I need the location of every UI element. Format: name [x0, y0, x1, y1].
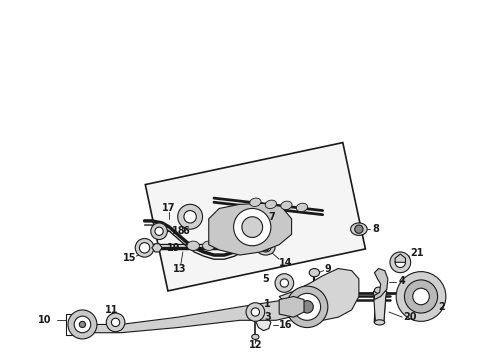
Polygon shape	[373, 291, 387, 323]
Text: 7: 7	[269, 212, 275, 222]
Circle shape	[246, 303, 265, 321]
Ellipse shape	[250, 198, 261, 207]
Text: 13: 13	[172, 264, 186, 274]
Circle shape	[280, 279, 289, 287]
Text: 18: 18	[172, 226, 185, 236]
Circle shape	[79, 321, 86, 328]
Text: 17: 17	[162, 203, 176, 213]
Circle shape	[106, 313, 125, 332]
Circle shape	[151, 223, 168, 239]
Polygon shape	[152, 244, 162, 252]
Circle shape	[263, 245, 269, 251]
Ellipse shape	[374, 320, 385, 325]
Polygon shape	[395, 254, 406, 262]
Text: 6: 6	[183, 226, 190, 236]
Circle shape	[390, 252, 411, 273]
Polygon shape	[76, 300, 297, 333]
Circle shape	[178, 204, 202, 229]
Polygon shape	[209, 203, 292, 255]
Circle shape	[413, 288, 429, 305]
Text: 3: 3	[264, 312, 271, 322]
Polygon shape	[374, 269, 388, 300]
Circle shape	[68, 310, 97, 339]
Ellipse shape	[296, 203, 308, 212]
Ellipse shape	[234, 241, 246, 251]
Ellipse shape	[252, 334, 259, 339]
Text: 9: 9	[325, 264, 331, 274]
Circle shape	[111, 318, 120, 327]
Ellipse shape	[281, 201, 292, 210]
Text: 16: 16	[279, 320, 293, 330]
Text: 15: 15	[123, 253, 136, 263]
Ellipse shape	[265, 200, 276, 208]
Ellipse shape	[256, 240, 275, 255]
Ellipse shape	[187, 241, 199, 251]
Circle shape	[139, 243, 150, 253]
Circle shape	[135, 239, 154, 257]
Text: 19: 19	[168, 243, 181, 253]
Circle shape	[242, 217, 263, 238]
Polygon shape	[279, 269, 359, 320]
Text: 10: 10	[38, 315, 51, 325]
Text: 5: 5	[262, 274, 269, 284]
Circle shape	[355, 225, 363, 233]
Circle shape	[74, 316, 91, 333]
Circle shape	[404, 280, 438, 313]
Text: 8: 8	[372, 224, 379, 234]
Ellipse shape	[261, 244, 271, 252]
Text: 1: 1	[264, 299, 271, 309]
Text: 20: 20	[403, 312, 417, 322]
Text: 2: 2	[439, 302, 445, 312]
Circle shape	[294, 293, 320, 320]
Text: 12: 12	[248, 340, 262, 350]
Polygon shape	[255, 317, 271, 330]
Text: 4: 4	[398, 276, 405, 286]
Polygon shape	[279, 297, 304, 317]
Ellipse shape	[351, 223, 367, 235]
Ellipse shape	[309, 269, 319, 277]
Circle shape	[251, 308, 260, 316]
Bar	[146, 143, 366, 291]
Ellipse shape	[202, 241, 215, 251]
Circle shape	[155, 227, 163, 235]
Circle shape	[287, 286, 328, 328]
Circle shape	[301, 301, 313, 313]
Ellipse shape	[311, 292, 318, 297]
Circle shape	[184, 211, 196, 223]
Circle shape	[275, 274, 294, 292]
Circle shape	[396, 272, 446, 321]
Text: 14: 14	[279, 258, 293, 268]
Circle shape	[395, 257, 406, 267]
Ellipse shape	[218, 241, 230, 251]
Text: 21: 21	[411, 248, 424, 258]
Ellipse shape	[374, 287, 383, 293]
Text: 11: 11	[105, 305, 119, 315]
Circle shape	[234, 208, 271, 246]
